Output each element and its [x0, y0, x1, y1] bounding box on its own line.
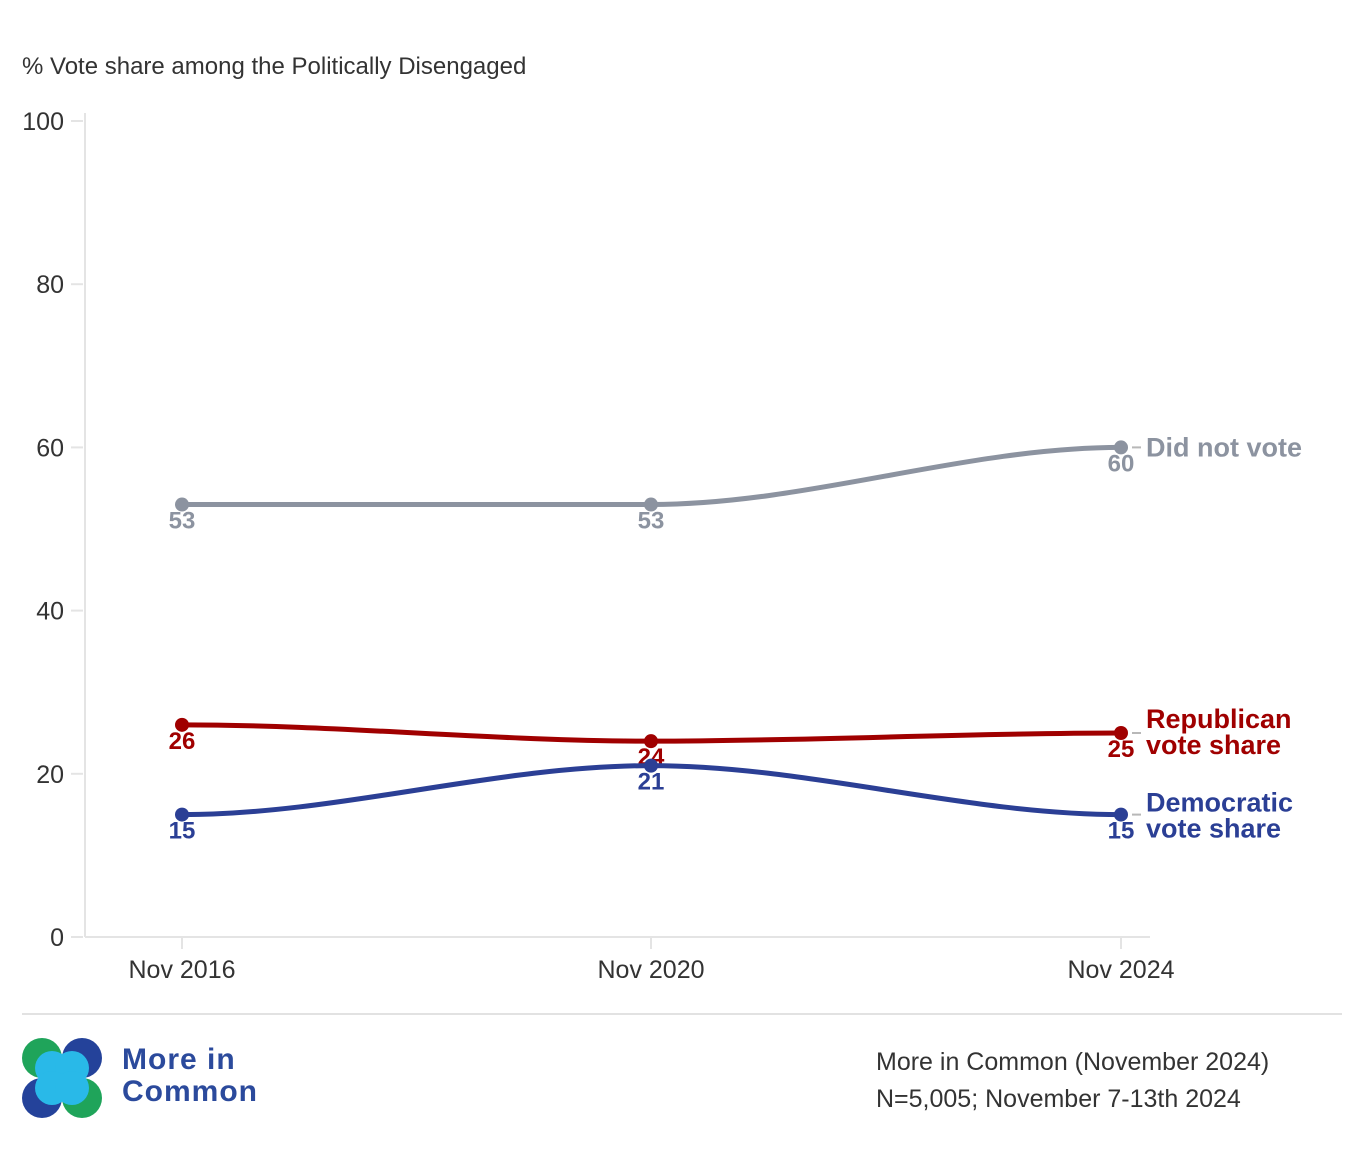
data-point-democratic-vote-share	[644, 758, 658, 773]
data-label-did-not-vote: 60	[1108, 450, 1135, 477]
data-point-democratic-vote-share	[175, 807, 189, 822]
data-label-did-not-vote: 53	[638, 508, 665, 535]
data-point-republican-vote-share	[644, 734, 658, 749]
y-tick-label: 40	[36, 598, 64, 626]
x-tick-label: Nov 2024	[1067, 956, 1174, 984]
y-tick-label: 60	[36, 434, 64, 462]
data-point-democratic-vote-share	[1114, 807, 1128, 822]
data-label-republican-vote-share: 25	[1108, 736, 1135, 763]
y-tick-label: 80	[36, 271, 64, 299]
series-line-did-not-vote	[179, 444, 1124, 508]
source-line-1: More in Common (November 2024)	[876, 1048, 1270, 1076]
source-line-2: N=5,005; November 7-13th 2024	[876, 1085, 1241, 1113]
data-label-did-not-vote: 53	[169, 508, 196, 535]
data-point-did-not-vote	[1114, 440, 1128, 455]
more-in-common-logo-icon	[22, 1038, 102, 1118]
series-name-republican-vote-share: Republican	[1146, 704, 1292, 734]
source-note: More in Common (November 2024) N=5,005; …	[876, 1044, 1269, 1118]
data-point-did-not-vote	[175, 497, 189, 512]
x-tick-label: Nov 2016	[128, 956, 235, 984]
data-label-republican-vote-share: 26	[169, 728, 196, 755]
brand-name: More in Common	[122, 1044, 258, 1108]
y-axis-title: % Vote share among the Politically Disen…	[22, 53, 526, 80]
series-name-democratic-vote-share: vote share	[1146, 814, 1281, 844]
brand-line-1: More in	[122, 1043, 236, 1076]
series-name-republican-vote-share: vote share	[1146, 730, 1281, 760]
series-name-democratic-vote-share: Democratic	[1146, 788, 1293, 818]
x-tick-label: Nov 2020	[597, 956, 704, 984]
data-label-democratic-vote-share: 15	[1108, 818, 1135, 845]
y-tick-label: 100	[22, 108, 64, 136]
data-point-did-not-vote	[644, 497, 658, 512]
line-chart: % Vote share among the Politically Disen…	[22, 53, 1302, 984]
series-name-did-not-vote: Did not vote	[1146, 432, 1302, 462]
data-label-democratic-vote-share: 21	[638, 769, 665, 796]
data-point-republican-vote-share	[175, 717, 189, 732]
data-point-republican-vote-share	[1114, 726, 1128, 740]
footer-divider	[22, 1013, 1342, 1015]
data-label-democratic-vote-share: 15	[169, 818, 196, 845]
y-tick-label: 20	[36, 761, 64, 789]
y-tick-label: 0	[50, 924, 64, 952]
brand-line-2: Common	[122, 1075, 258, 1108]
